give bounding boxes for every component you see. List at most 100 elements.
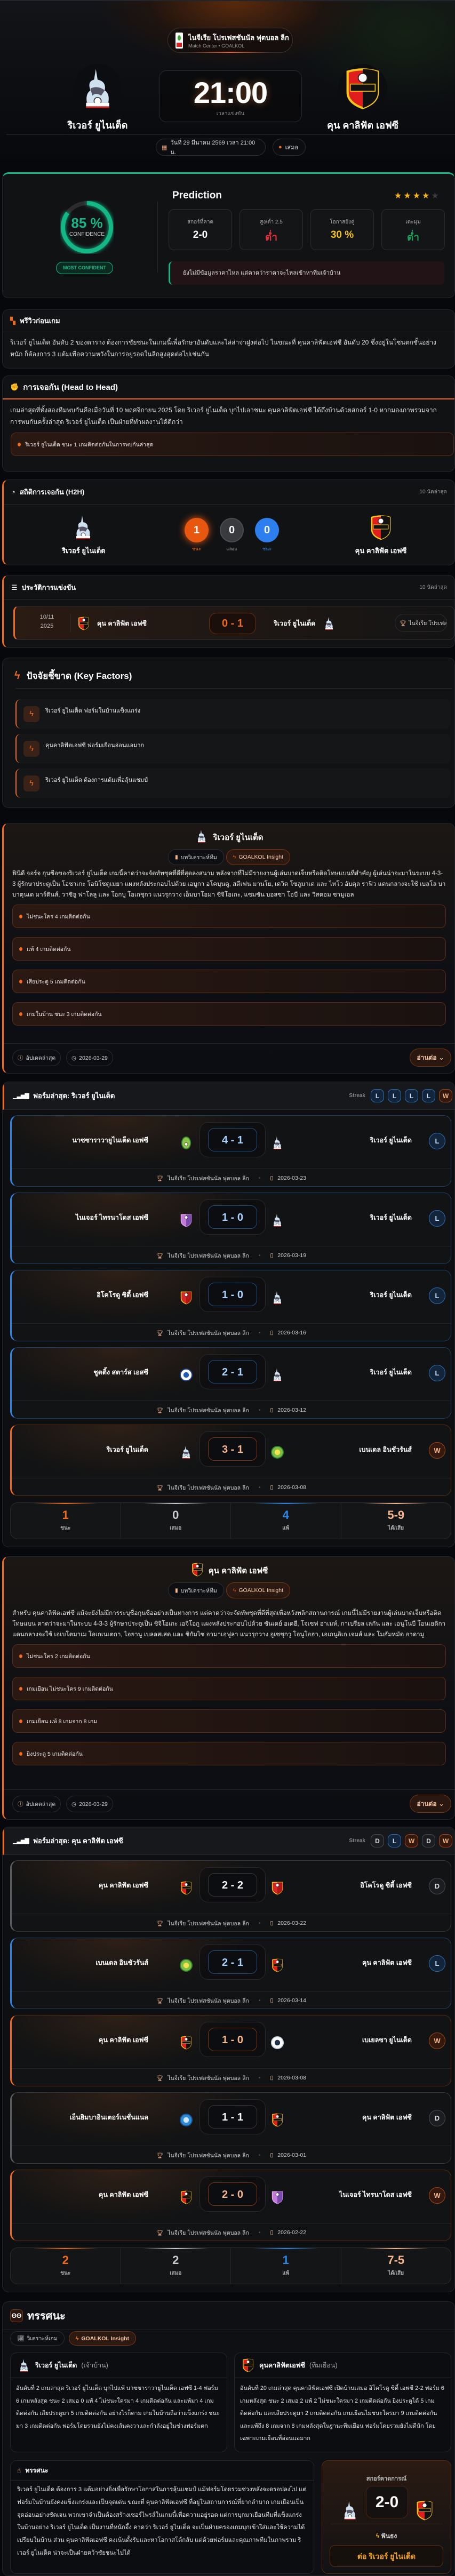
- match-away-team: ริเวอร์ ยูไนเต็ด: [370, 1369, 412, 1376]
- updated-chip: ⓘ อัปเดตล่าสุด: [12, 1796, 61, 1812]
- insight-bullet: เกมเยือน ไม่ชนะใคร 9 เกมติดต่อกัน: [12, 1677, 446, 1700]
- read-more-button[interactable]: อ่านต่อ ⌄: [410, 1049, 451, 1067]
- updated-date-chip: ◷ 2026-03-29: [66, 1050, 113, 1066]
- insight-bullet: เสียประตู 5 เกมติดต่อกัน: [12, 970, 446, 993]
- key-factors-card: ϟ ปัจจัยชี้ขาด (Key Factors) ϟ ริเวอร์ ยู…: [2, 658, 455, 808]
- prediction-stat-label: สกอร์ที่คาด: [187, 219, 213, 225]
- prediction-card: 85 % CONFIDENCE MOST CONFIDENT Predictio…: [2, 172, 455, 298]
- form-match-card[interactable]: อิโคโรดู ซิตี้ เอฟซี 1 - 0 ริเวอร์ ยูไนเ…: [10, 1270, 451, 1341]
- league-subtitle: Match Center • GOALKOL: [188, 43, 245, 49]
- recent-form-card: ▁▃▅▇ ฟอร์มล่าสุด: ริเวอร์ ยูไนเต็ด Streak…: [2, 1082, 455, 1547]
- form-match-card[interactable]: คุน คาลิฟัต เอฟซี 1 - 0 เบเยลซา ยูไนเต็ด…: [10, 2015, 451, 2086]
- match-league: ไนจีเรีย โปรเฟสชันนัล ฟุตบอล ลีก: [167, 1920, 249, 1927]
- match-home-logo: [179, 2033, 194, 2052]
- home-analysis-text: อันดับที่ 2 เกมล่าสุด ริเวอร์ ยูไนเต็ด บ…: [16, 2385, 220, 2429]
- tab-label: บทวิเคราะห์ทีม: [180, 854, 217, 861]
- match-score: 2 - 2: [208, 1873, 257, 1897]
- trophy-icon: 🏆︎: [156, 1997, 164, 2004]
- tab-team-analysis[interactable]: ▮ บทวิเคราะห์ทีม: [167, 849, 224, 865]
- tab-goalkol-insight[interactable]: ϟ GOALKOL Insight: [226, 849, 291, 865]
- key-factor-text: คุนคาลิฟัตเอฟซี ฟอร์มเยือนอ่อนแอมาก: [45, 742, 145, 749]
- star-icon: ★: [394, 191, 402, 201]
- form-match-card[interactable]: ไนเจอร์ ไทรนาโดส เอฟซี 1 - 0 ริเวอร์ ยูไ…: [10, 1193, 451, 1264]
- trophy-icon: 🏆︎: [156, 1252, 164, 1259]
- match-score-box: 2 - 1: [199, 1354, 266, 1389]
- trophy-icon: 🏆︎: [156, 1330, 164, 1337]
- tab-label: GOALKOL Insight: [81, 2335, 130, 2342]
- match-home-logo: [179, 1211, 194, 1230]
- match-hero: ไนจีเรีย โปรเฟสชันนัล ฟุตบอล ลีก Match C…: [0, 0, 455, 160]
- prediction-stat-label: โอกาสยิงคู่: [330, 219, 355, 225]
- match-date: 2026-03-14: [277, 1997, 307, 2004]
- tab-team-analysis[interactable]: ▮ บทวิเคราะห์ทีม: [167, 1582, 224, 1598]
- key-factor-text: ริเวอร์ ยูไนเต็ด ต้องการแต้มเพื่อลุ้นแชม…: [45, 777, 148, 783]
- venue-chip: ● เสมอ: [273, 139, 306, 156]
- form-match-card[interactable]: เอ็นยิมบาอินเตอร์เนชั่นแนล 1 - 1 คุน คาล…: [10, 2092, 451, 2164]
- tab-game-analysis[interactable]: 📈︎ วิเคราะห์เกม: [10, 2331, 65, 2346]
- prediction-stat-label: เตะมุม: [405, 219, 421, 225]
- insight-bullet: เกมในบ้าน ชนะ 3 เกมติดต่อกัน: [12, 1002, 446, 1026]
- read-more-button[interactable]: อ่านต่อ ⌄: [410, 1795, 451, 1813]
- streak-badge: L: [422, 1089, 435, 1102]
- match-home-logo: [179, 2110, 194, 2130]
- match-score-box: 2 - 2: [199, 1867, 266, 1902]
- key-factor-item: ϟ ริเวอร์ ยูไนเต็ด ฟอร์มในบ้านแข็งแกร่ง: [15, 699, 451, 729]
- analysis-card: ʘʘ ทรรศนะ 📈︎ วิเคราะห์เกม ϟ GOALKOL Insigh…: [2, 2301, 455, 2576]
- confidence-value: 85 %: [71, 215, 103, 231]
- tab-goalkol-insight[interactable]: ϟ GOALKOL Insight: [68, 2331, 137, 2346]
- match-league: ไนจีเรีย โปรเฟสชันนัล ฟุตบอล ลีก: [167, 1252, 249, 1259]
- home-team-logo: [339, 2497, 361, 2524]
- calendar-icon: ▯: [270, 1920, 274, 1926]
- match-home-team: เอ็นยิมบาอินเตอร์เนชั่นแนล: [69, 2114, 148, 2121]
- match-away-team: ริเวอร์ ยูไนเต็ด: [370, 1137, 412, 1144]
- streak-badge: L: [371, 1089, 384, 1102]
- match-away-team: เบเยลซา ยูไนเต็ด: [362, 2036, 412, 2044]
- form-match-card[interactable]: ชูตติ้ง สตาร์ส เอสซี 2 - 1 ริเวอร์ ยูไนเ…: [10, 1347, 451, 1419]
- match-result-badge: L: [429, 1365, 445, 1381]
- league-chip[interactable]: ไนจีเรีย โปรเฟสชันนัล ฟุตบอล ลีก Match C…: [167, 28, 293, 53]
- bullet-text: เกมเยือน ไม่ชนะใคร 9 เกมติดต่อกัน: [27, 1685, 113, 1692]
- calendar-icon: ▯: [270, 1252, 274, 1259]
- team-logo: [190, 1563, 204, 1579]
- confidence-ring: [61, 201, 113, 253]
- match-history-card: ☰ ประวัติการแข่งขัน 10 นัดล่าสุด 10/11 20…: [2, 575, 455, 648]
- form-match-card[interactable]: คุน คาลิฟัต เอฟซี 2 - 0 ไนเจอร์ ไทรนาโดส…: [10, 2170, 451, 2241]
- match-history-header: ☰ ประวัติการแข่งขัน 10 นัดล่าสุด: [4, 575, 454, 600]
- preview-card: ▚ พรีวิวก่อนเกม ริเวอร์ ยูไนเต็ด อันดับ …: [2, 309, 455, 369]
- star-icon: ★: [412, 191, 421, 201]
- tab-goalkol-insight[interactable]: ϟ GOALKOL Insight: [226, 1582, 291, 1598]
- form-match-card[interactable]: ริเวอร์ ยูไนเต็ด 3 - 1 เบนเดล อินชัวรันส…: [10, 1425, 451, 1496]
- history-row[interactable]: 10/11 2025 คุน คาลิฟัต เอฟซี 0 - 1 ริเวอร…: [13, 606, 454, 640]
- match-footer: 🏆︎ ไนจีเรีย โปรเฟสชันนัล ฟุตบอล ลีก • ▯ 2026…: [12, 1914, 451, 1931]
- trophy-icon: 🏆︎: [156, 1407, 164, 1414]
- away-team-name: คุน คาลิฟัต เอฟซี: [355, 547, 407, 555]
- home-team-name[interactable]: ริเวอร์ ยูไนเต็ด: [67, 120, 128, 131]
- match-score-box: 1 - 0: [199, 1277, 266, 1312]
- history-date-year: 2025: [40, 623, 54, 629]
- insight-team-name: ริเวอร์ ยูไนเต็ด: [213, 833, 264, 842]
- history-away-team: ริเวอร์ ยูไนเต็ด: [274, 620, 316, 627]
- home-wins-label: ชนะ: [191, 546, 202, 551]
- match-away-team: เบนเดล อินชัวรันส์: [359, 1446, 412, 1453]
- pick-button[interactable]: ต่อ ริเวอร์ ยูไนเต็ด: [330, 2545, 443, 2567]
- match-away-team: อิโคโรดู ซิตี้ เอฟซี: [360, 1882, 412, 1889]
- away-team-logo: [368, 514, 394, 541]
- match-away-logo: [270, 1133, 285, 1153]
- match-home-logo: [179, 1288, 194, 1307]
- form-match-card[interactable]: เบนเดล อินชัวรันส์ 2 - 1 คุน คาลิฟัต เอฟ…: [10, 1938, 451, 2009]
- calendar-icon: ▯: [270, 1484, 274, 1491]
- home-team-role: (เจ้าบ้าน): [81, 2362, 108, 2369]
- match-away-team: ริเวอร์ ยูไนเต็ด: [370, 1214, 412, 1221]
- insight-bullet: เกมเยือน แพ้ 8 เกมจาก 8 เกม: [12, 1709, 446, 1733]
- match-score-box: 2 - 0: [199, 2177, 266, 2212]
- match-home-team: นาซซาราวายูไนเต็ด เอฟซี: [72, 1137, 148, 1144]
- match-score-box: 1 - 0: [199, 1199, 266, 1235]
- form-match-card[interactable]: คุน คาลิฟัต เอฟซี 2 - 2 อิโคโรดู ซิตี้ เ…: [10, 1860, 451, 1932]
- form-match-card[interactable]: นาซซาราวายูไนเต็ด เอฟซี 4 - 1 ริเวอร์ ยู…: [10, 1115, 451, 1187]
- match-footer: 🏆︎ ไนจีเรีย โปรเฟสชันนัล ฟุตบอล ลีก • ▯ 2026…: [12, 1246, 451, 1263]
- match-home-team: ไนเจอร์ ไทรนาโดส เอฟซี: [76, 1214, 148, 1221]
- kickoff-time: 21:00: [193, 76, 268, 109]
- match-league: ไนจีเรีย โปรเฟสชันนัล ฟุตบอล ลีก: [167, 2152, 249, 2159]
- away-team-name[interactable]: คุน คาลิฟัต เอฟซี: [327, 120, 398, 131]
- match-league: ไนจีเรีย โปรเฟสชันนัล ฟุตบอล ลีก: [167, 1407, 249, 1414]
